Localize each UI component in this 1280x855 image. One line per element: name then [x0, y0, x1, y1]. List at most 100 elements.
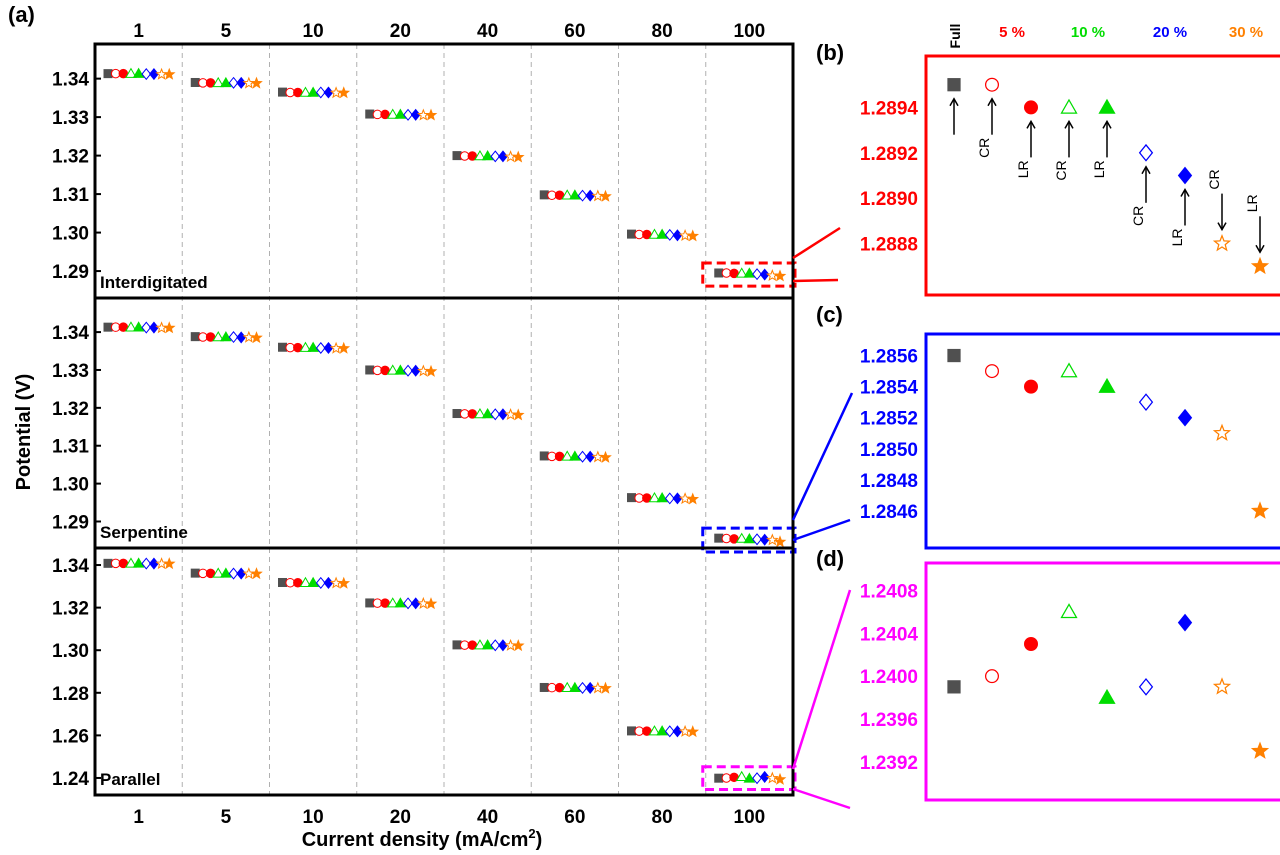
annotation-label: LR	[1015, 160, 1031, 178]
data-point	[365, 109, 375, 119]
annotation-arrow: CR	[976, 97, 997, 158]
zoom-connectors	[791, 226, 854, 810]
data-point	[149, 321, 159, 334]
data-point	[365, 598, 375, 608]
y-tick-label: 1.2392	[860, 753, 918, 774]
annotation-arrow: LR	[1244, 194, 1265, 254]
data-point	[141, 67, 152, 81]
data-point	[490, 408, 501, 421]
x-tick-top: 40	[477, 21, 498, 42]
legend-group-10: 10 %	[1071, 24, 1105, 41]
y-tick-label: 1.2852	[860, 409, 918, 430]
y-tick-label: 1.2850	[860, 440, 918, 461]
data-point	[686, 229, 700, 242]
data-point	[190, 568, 200, 578]
data-point	[452, 409, 462, 419]
data-point	[125, 321, 137, 332]
data-point	[1212, 423, 1232, 442]
legend-group-5: 5 %	[999, 24, 1025, 41]
y-tick-label: 1.32	[52, 147, 89, 168]
data-point	[212, 76, 225, 88]
data-point	[490, 150, 501, 163]
zoom-panel-frame	[924, 561, 1280, 802]
y-tick-label: 1.34	[52, 323, 89, 344]
data-point	[656, 228, 668, 239]
data-point	[394, 108, 407, 119]
data-point	[569, 681, 581, 692]
data-point	[394, 597, 407, 608]
data-point	[307, 341, 319, 352]
data-point	[752, 772, 762, 785]
data-point	[424, 597, 438, 610]
data-point	[766, 771, 779, 784]
data-point	[577, 189, 588, 202]
data-point	[672, 725, 683, 738]
data-point	[403, 364, 413, 377]
zoom-highlight-box	[701, 765, 797, 791]
data-point	[1060, 603, 1078, 619]
data-point	[656, 492, 668, 503]
data-point	[162, 557, 176, 570]
legend: Full 5 % 10 % 20 % 30 %	[947, 24, 1263, 49]
y-tick-label: 1.2890	[860, 189, 918, 210]
legend-group-30: 30 %	[1229, 24, 1263, 41]
data-point	[278, 577, 287, 587]
panel-a-frame	[93, 42, 795, 797]
data-point	[648, 228, 661, 239]
x-tick-top: 60	[564, 21, 585, 42]
data-point	[743, 532, 756, 544]
data-point	[236, 76, 247, 89]
data-point	[752, 268, 762, 281]
y-tick-label: 1.24	[52, 769, 89, 790]
legend-full-label: Full	[947, 24, 963, 49]
data-point	[511, 408, 525, 421]
data-point	[212, 331, 225, 342]
annotation-label: CR	[1206, 169, 1222, 189]
data-point	[1138, 143, 1154, 162]
y-tick-label: 1.28	[52, 684, 89, 705]
y-tick-label: 1.29	[52, 512, 89, 533]
data-point	[539, 190, 549, 200]
panel-d-chart: 1.2408 1.2404 1.2400 1.2396 1.2392	[860, 561, 1280, 802]
annotation-arrow: LR	[1169, 187, 1190, 246]
data-point	[125, 557, 137, 568]
data-point	[1024, 637, 1038, 651]
x-tick-top: 80	[652, 21, 673, 42]
data-point	[307, 86, 319, 97]
data-point	[220, 76, 232, 88]
data-point	[162, 67, 176, 80]
data-point	[250, 567, 263, 580]
zoom-connector-line	[792, 518, 851, 542]
y-tick-label: 1.2848	[860, 471, 918, 492]
data-point	[759, 533, 770, 546]
data-point	[498, 150, 508, 163]
data-point	[403, 108, 413, 121]
y-tick-label: 1.2854	[860, 378, 919, 399]
data-point	[481, 639, 494, 650]
data-point	[599, 189, 612, 202]
data-point	[228, 76, 239, 89]
data-point	[714, 773, 724, 783]
data-point	[323, 341, 334, 355]
data-point	[424, 108, 438, 121]
y-tick-label: 1.2892	[860, 144, 918, 165]
data-point	[149, 557, 159, 570]
data-point	[132, 557, 145, 568]
data-point	[759, 268, 770, 281]
zoom-connector-line	[792, 787, 851, 810]
data-point	[190, 332, 200, 342]
zoom-connector-line	[792, 278, 839, 283]
data-point	[714, 268, 724, 278]
y-tick-label: 1.2396	[860, 710, 918, 731]
panel-label-a: (a)	[8, 2, 35, 27]
data-point	[561, 450, 574, 461]
data-point	[773, 772, 787, 785]
data-point	[1177, 166, 1193, 185]
data-point	[452, 151, 462, 161]
panel-label-c: (c)	[816, 302, 843, 327]
annotation-label: CR	[1130, 206, 1146, 226]
y-tick-label: 1.33	[52, 108, 89, 129]
data-point	[947, 680, 961, 694]
y-tick-label: 1.2846	[860, 502, 918, 523]
data-point	[481, 407, 494, 419]
